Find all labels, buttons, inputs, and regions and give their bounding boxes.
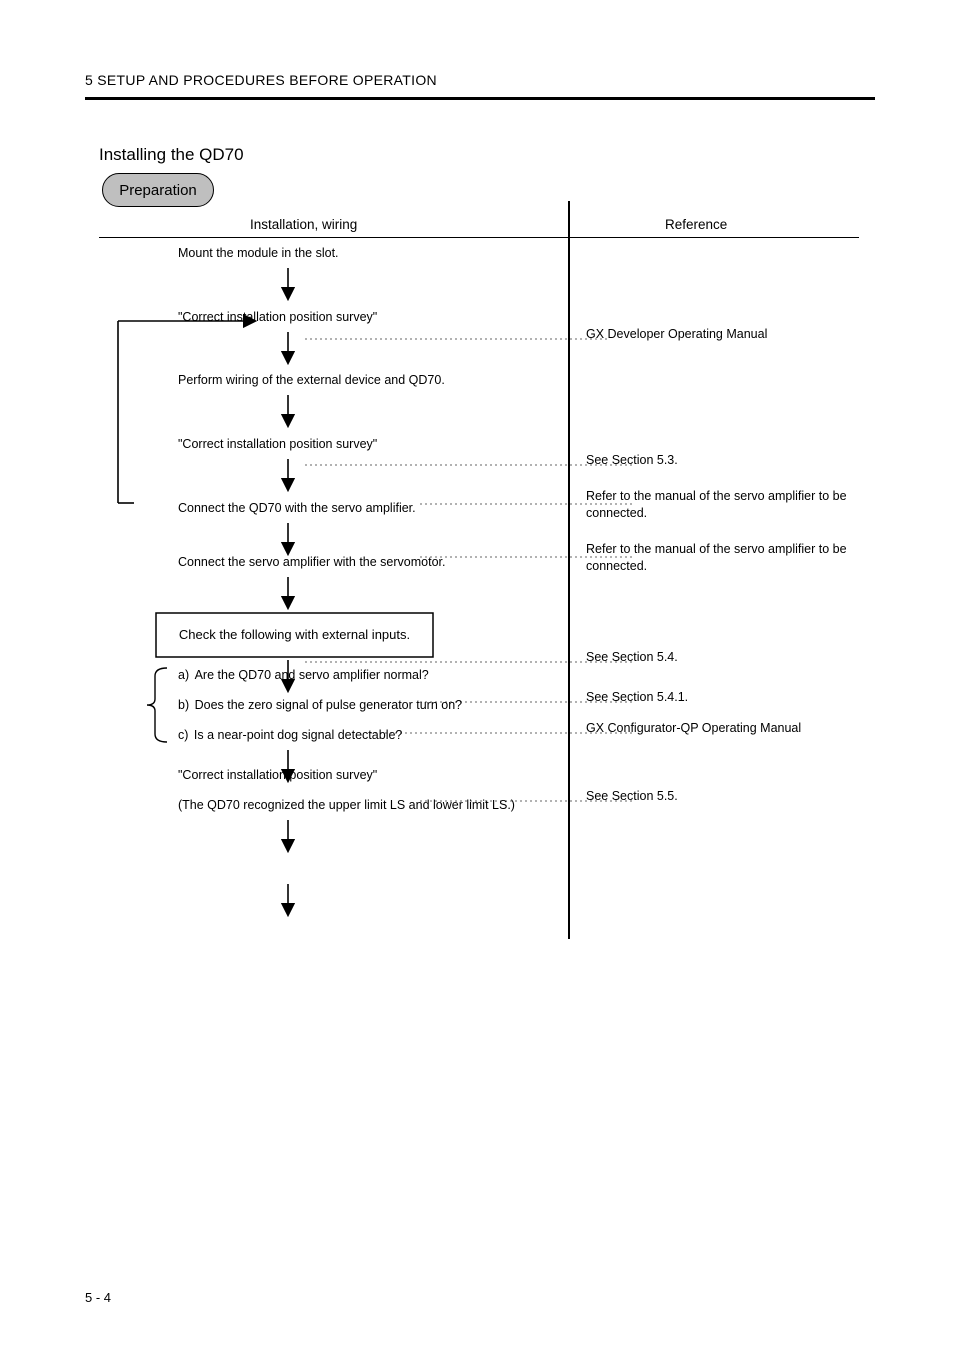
left-column-header: Installation, wiring — [250, 217, 357, 232]
vertical-separator — [568, 201, 570, 939]
flow-step-survey1: "Correct installation position survey" — [178, 310, 558, 324]
section-heading: 5 SETUP AND PROCEDURES BEFORE OPERATION — [85, 72, 437, 88]
flow-step-connect: Connect the QD70 with the servo amplifie… — [178, 501, 558, 515]
flow-step-b: b) Does the zero signal of pulse generat… — [178, 698, 558, 712]
flow-step-survey2: "Correct installation position survey" — [178, 437, 558, 451]
flow-step-wiring: Perform wiring of the external device an… — [178, 373, 558, 387]
page-number: 5 - 4 — [85, 1290, 111, 1305]
preparation-pill: Preparation — [102, 173, 214, 207]
divider-rule — [99, 237, 859, 238]
reference-0: GX Developer Operating Manual — [586, 326, 856, 343]
right-column-header: Reference — [665, 217, 727, 232]
pill-label: Preparation — [119, 182, 197, 199]
reference-5: See Section 5.4.1. — [586, 689, 856, 706]
top-rule — [85, 97, 875, 100]
reference-2: Refer to the manual of the servo amplifi… — [586, 488, 856, 522]
flow-step-mount: Mount the module in the slot. — [178, 246, 558, 260]
flow-step-survey3: "Correct installation position survey" — [178, 768, 558, 782]
reference-3: Refer to the manual of the servo amplifi… — [586, 541, 856, 575]
header-title: Installing the QD70 — [99, 145, 244, 165]
reference-1: See Section 5.3. — [586, 452, 856, 469]
reference-7: See Section 5.5. — [586, 788, 856, 805]
flow-step-servo: Connect the servo amplifier with the ser… — [178, 555, 558, 569]
reference-6: GX Configurator-QP Operating Manual — [586, 720, 856, 737]
flow-step-c: c) Is a near-point dog signal detectable… — [178, 728, 558, 742]
flow-step-end1: (The QD70 recognized the upper limit LS … — [178, 798, 558, 812]
flow-step-check: Check the following with external inputs… — [166, 627, 423, 642]
flow-step-a: a) Are the QD70 and servo amplifier norm… — [178, 668, 558, 682]
reference-4: See Section 5.4. — [586, 649, 856, 666]
